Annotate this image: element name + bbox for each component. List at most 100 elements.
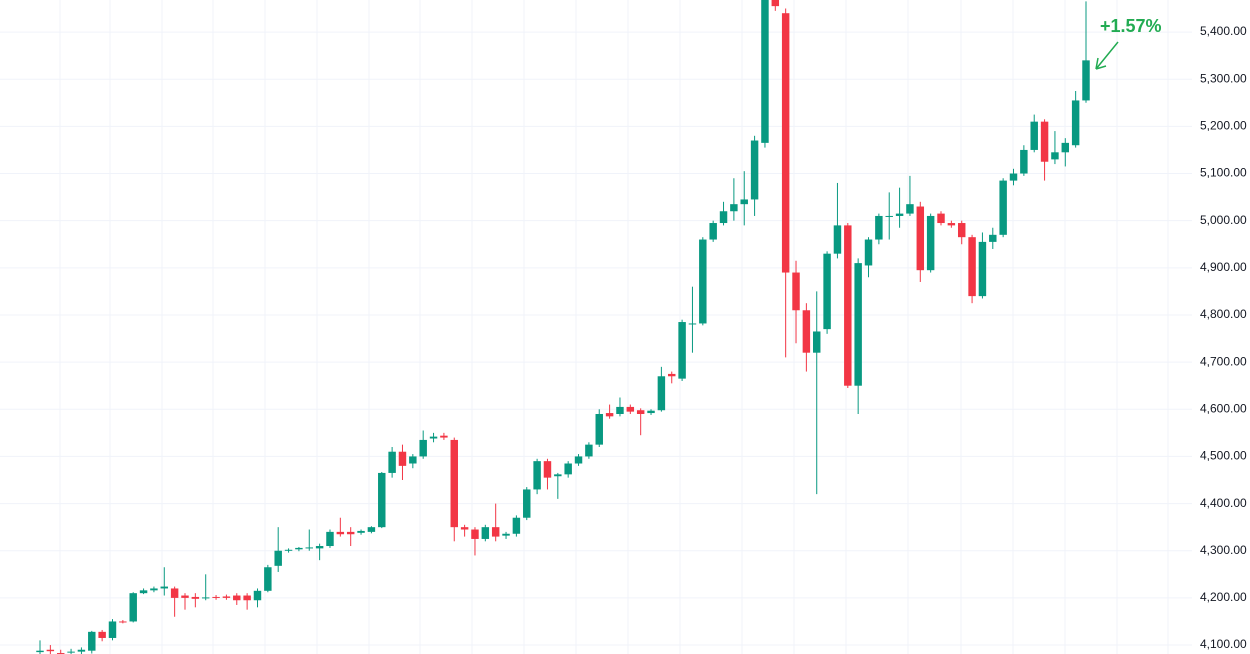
y-tick-label: 5,300.00 (1200, 71, 1247, 85)
candle-body (284, 549, 293, 551)
candle-body (233, 595, 241, 601)
y-tick-label: 4,100.00 (1200, 637, 1247, 651)
candle-body (771, 0, 780, 7)
candle-body (491, 527, 500, 537)
candle-body (398, 451, 407, 466)
candle-body (119, 621, 127, 623)
candle-body (554, 474, 562, 477)
candle-body (895, 213, 904, 216)
candle-body (460, 527, 469, 530)
candle-body (336, 531, 345, 535)
y-tick-label: 4,500.00 (1200, 449, 1247, 463)
candle-body (574, 456, 583, 464)
candle-body (67, 651, 75, 653)
candle-body (864, 239, 873, 266)
candle-body (326, 531, 334, 547)
candle-body (181, 595, 189, 598)
y-tick-label: 5,000.00 (1200, 213, 1247, 227)
candle-body (512, 517, 521, 534)
candle-body (502, 533, 510, 536)
candle-body (1040, 121, 1049, 162)
candle-body (253, 590, 262, 601)
candle-body (315, 546, 324, 549)
candle-body (833, 225, 842, 254)
candle-body (678, 322, 686, 379)
candle-body (450, 439, 458, 528)
candle-body (419, 439, 427, 457)
candle-body (108, 621, 117, 638)
candle-body (730, 204, 738, 212)
y-tick-label: 5,200.00 (1200, 119, 1247, 133)
y-tick-label: 4,700.00 (1200, 354, 1247, 368)
y-tick-label: 4,900.00 (1200, 260, 1247, 274)
candle-body (792, 272, 800, 311)
candle-body (802, 310, 811, 353)
candle-body (409, 456, 417, 464)
candle-body (750, 140, 759, 200)
candle-body (585, 444, 593, 457)
candle-body (367, 527, 376, 532)
candle-body (699, 239, 707, 324)
candle-body (647, 410, 655, 414)
candle-body (885, 215, 893, 217)
candle-body (88, 631, 96, 651)
candle-body (170, 588, 179, 598)
candle-body (523, 489, 531, 518)
candle-body (274, 550, 282, 566)
candle-body (1082, 60, 1090, 101)
candle-body (709, 223, 717, 240)
candle-body (222, 596, 231, 598)
y-tick-label: 4,400.00 (1200, 496, 1247, 510)
candle-body (616, 406, 624, 414)
candle-body (471, 529, 479, 539)
candle-body (243, 595, 251, 601)
candle-body (305, 547, 313, 549)
candle-body (191, 596, 200, 599)
annotation: +1.57% (1095, 16, 1162, 70)
candle-body (761, 0, 769, 143)
candles (36, 0, 1090, 654)
candle-body (98, 631, 106, 638)
candle-body (937, 213, 945, 224)
candle-body (1020, 149, 1028, 174)
candle-body (129, 593, 137, 622)
candle-body (688, 323, 697, 325)
candle-body (605, 413, 614, 417)
candle-body (854, 263, 862, 386)
candle-body (264, 567, 272, 591)
candle-body (740, 199, 748, 205)
candle-body (1061, 142, 1070, 153)
candle-body (543, 461, 552, 478)
candle-body (440, 435, 448, 438)
candle-body (77, 649, 86, 652)
candle-body (388, 451, 396, 473)
arrow (1095, 41, 1119, 70)
candle-body (626, 406, 635, 412)
candle-body (999, 180, 1007, 235)
y-tick-label: 4,200.00 (1200, 590, 1247, 604)
candle-body (657, 376, 666, 411)
candle-body (916, 206, 925, 271)
y-tick-label: 4,800.00 (1200, 307, 1247, 321)
candle-body (295, 547, 303, 550)
candle-body (1051, 152, 1059, 160)
time-grid (59, 0, 1169, 654)
candle-body (481, 527, 490, 539)
candle-body (823, 253, 831, 330)
candle-body (978, 241, 987, 297)
candle-body (1009, 173, 1018, 181)
candle-body (989, 234, 997, 242)
candle-body (212, 596, 220, 598)
y-tick-label: 4,300.00 (1200, 543, 1247, 557)
candle-body (957, 223, 966, 238)
candle-body (926, 215, 935, 271)
candle-body (636, 410, 645, 414)
candle-body (201, 597, 210, 599)
candle-body (875, 215, 883, 240)
price-axis: 4,100.00 4,200.00 4,300.00 4,400.00 4,500.00… (1200, 24, 1247, 651)
candle-body (533, 461, 541, 490)
candle-body (1071, 100, 1080, 146)
y-tick-label: 5,100.00 (1200, 166, 1247, 180)
